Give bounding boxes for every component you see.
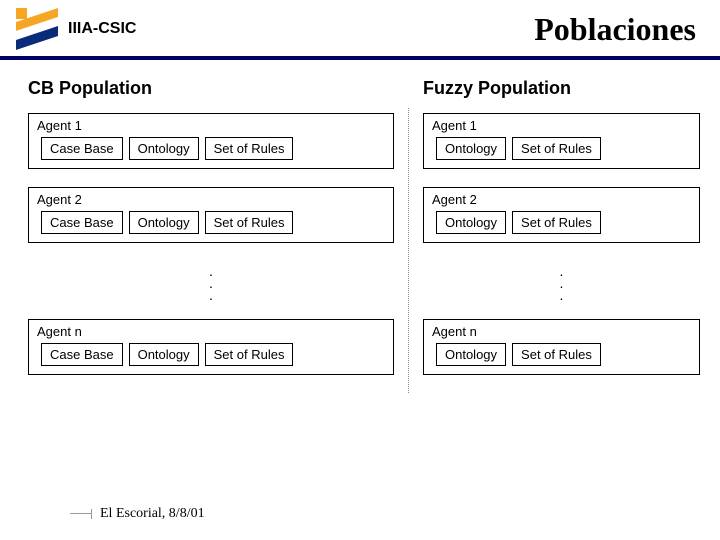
ellipsis-icon: ... bbox=[28, 265, 394, 301]
agent-components: Ontology Set of Rules bbox=[432, 343, 691, 366]
agent-box: Agent n Case Base Ontology Set of Rules bbox=[28, 319, 394, 375]
header-left: IIIA-CSIC bbox=[16, 8, 136, 50]
component-box: Ontology bbox=[129, 211, 199, 234]
agent-box: Agent 2 Case Base Ontology Set of Rules bbox=[28, 187, 394, 243]
component-box: Set of Rules bbox=[512, 211, 601, 234]
agent-label: Agent 1 bbox=[432, 118, 691, 133]
column-divider bbox=[408, 108, 409, 393]
agent-label: Agent n bbox=[432, 324, 691, 339]
slide-title: Poblaciones bbox=[534, 11, 696, 48]
right-population-title: Fuzzy Population bbox=[423, 78, 700, 99]
component-box: Case Base bbox=[41, 137, 123, 160]
org-label: IIIA-CSIC bbox=[68, 20, 136, 38]
component-box: Set of Rules bbox=[205, 137, 294, 160]
agent-label: Agent 2 bbox=[432, 192, 691, 207]
ellipsis-icon: ... bbox=[423, 265, 700, 301]
component-box: Ontology bbox=[129, 137, 199, 160]
component-box: Case Base bbox=[41, 343, 123, 366]
agent-box: Agent 2 Ontology Set of Rules bbox=[423, 187, 700, 243]
right-column: Fuzzy Population Agent 1 Ontology Set of… bbox=[417, 78, 700, 393]
agent-components: Case Base Ontology Set of Rules bbox=[37, 211, 385, 234]
component-box: Ontology bbox=[436, 211, 506, 234]
iiia-logo-icon bbox=[16, 8, 58, 50]
agent-box: Agent 1 Ontology Set of Rules bbox=[423, 113, 700, 169]
slide-body: CB Population Agent 1 Case Base Ontology… bbox=[0, 60, 720, 393]
left-column: CB Population Agent 1 Case Base Ontology… bbox=[28, 78, 408, 393]
component-box: Set of Rules bbox=[512, 137, 601, 160]
agent-box: Agent n Ontology Set of Rules bbox=[423, 319, 700, 375]
agent-components: Case Base Ontology Set of Rules bbox=[37, 343, 385, 366]
component-box: Set of Rules bbox=[205, 343, 294, 366]
agent-components: Ontology Set of Rules bbox=[432, 211, 691, 234]
component-box: Set of Rules bbox=[512, 343, 601, 366]
agent-box: Agent 1 Case Base Ontology Set of Rules bbox=[28, 113, 394, 169]
component-box: Case Base bbox=[41, 211, 123, 234]
agent-label: Agent 2 bbox=[37, 192, 385, 207]
footer-tick-icon bbox=[70, 509, 92, 519]
component-box: Ontology bbox=[436, 137, 506, 160]
agent-components: Ontology Set of Rules bbox=[432, 137, 691, 160]
agent-label: Agent n bbox=[37, 324, 385, 339]
agent-label: Agent 1 bbox=[37, 118, 385, 133]
slide-header: IIIA-CSIC Poblaciones bbox=[0, 0, 720, 60]
slide-footer: El Escorial, 8/8/01 bbox=[70, 506, 205, 522]
agent-components: Case Base Ontology Set of Rules bbox=[37, 137, 385, 160]
footer-text: El Escorial, 8/8/01 bbox=[100, 506, 205, 522]
component-box: Ontology bbox=[129, 343, 199, 366]
component-box: Ontology bbox=[436, 343, 506, 366]
component-box: Set of Rules bbox=[205, 211, 294, 234]
left-population-title: CB Population bbox=[28, 78, 394, 99]
